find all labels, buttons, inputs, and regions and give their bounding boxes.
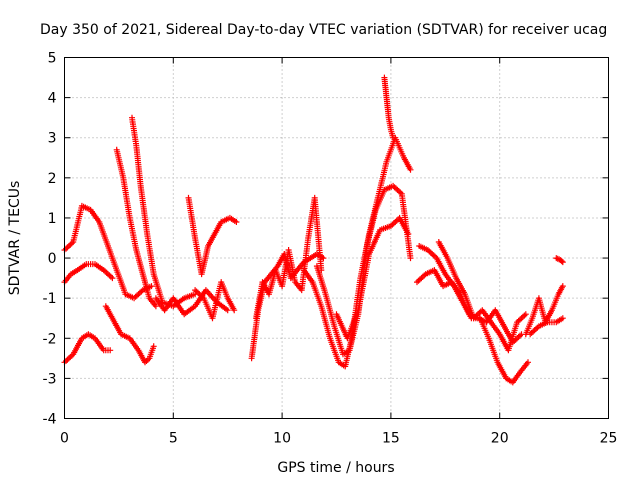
y-tick-label: 1 [48,211,57,227]
plus-markers [61,261,116,286]
series-track-s [522,283,566,338]
plus-markers [129,114,199,310]
plus-markers [113,146,159,310]
plus-markers [553,255,566,266]
y-tick-label: -2 [43,331,57,347]
y-tick-label: -1 [43,291,57,307]
plus-markers [102,303,157,366]
x-tick-label: 10 [273,431,291,447]
y-tick-label: 0 [48,251,57,267]
x-axis-label: GPS time / hours [277,460,394,476]
series-track-c [61,331,114,366]
axis-ticks: 0 5 10 15 20 25 -4 -3 -2 -1 0 1 2 3 4 5 [43,51,618,447]
y-tick-label: -3 [43,371,57,387]
series-track-b [61,261,116,286]
chart-title: Day 350 of 2021, Sidereal Day-to-day VTE… [40,22,607,38]
plus-markers [185,194,240,278]
plus-markers [527,315,566,338]
x-tick-label: 0 [60,431,69,447]
plus-markers [192,279,238,322]
plus-markers [522,283,566,338]
y-tick-label: 2 [48,171,57,187]
x-tick-label: 5 [169,431,178,447]
y-tick-label: 4 [48,91,57,107]
series-track-o [381,74,397,141]
series-track-k [253,194,325,322]
series-track-h [185,194,240,278]
data-marks [61,74,566,386]
y-tick-label: 5 [48,51,57,67]
x-tick-label: 25 [600,431,618,447]
series-track-i [192,279,238,322]
plus-markers [61,331,114,366]
series-track-n [333,214,412,342]
plus-markers [333,214,412,342]
plus-markers [381,74,397,141]
x-tick-label: 20 [491,431,509,447]
plus-markers [435,239,529,354]
series-track-e [113,146,159,310]
series-track-d [102,303,157,366]
plot-frame [64,57,609,419]
plus-markers [253,194,325,322]
series-track-u [553,255,566,266]
series-track-t [527,315,566,338]
x-tick-label: 15 [382,431,400,447]
y-tick-label: 3 [48,131,57,147]
series-track-f [129,114,199,310]
series-track-r [435,239,529,354]
y-axis-label: SDTVAR / TECUs [7,181,23,296]
y-tick-label: -4 [43,412,57,428]
